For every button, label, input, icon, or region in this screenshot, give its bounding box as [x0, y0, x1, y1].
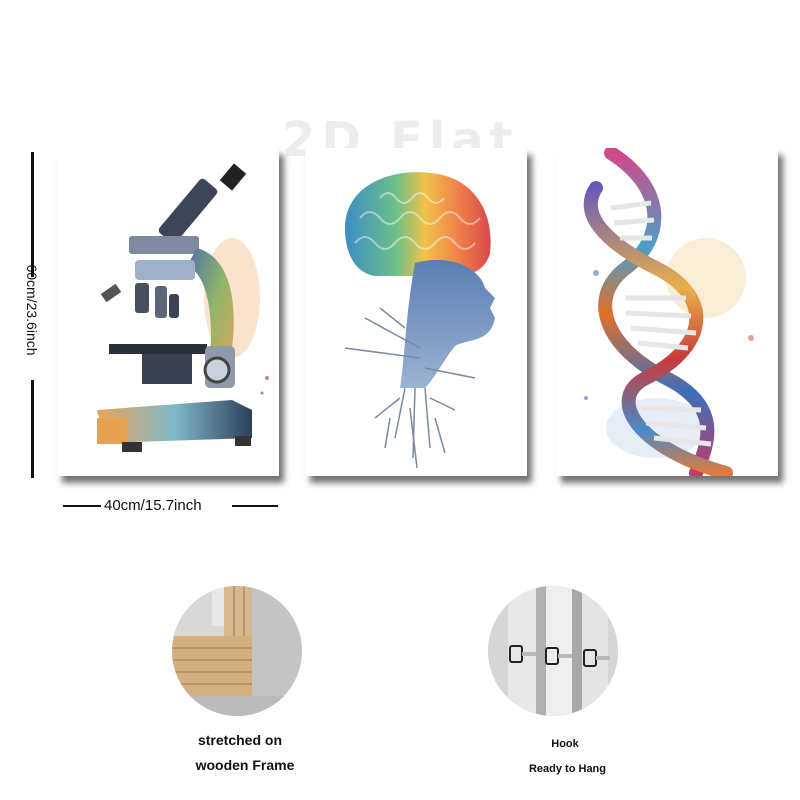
width-dimension-line-right	[232, 505, 278, 507]
width-dimension-line-left	[63, 505, 101, 507]
height-dimension-line-bottom	[31, 380, 34, 478]
height-dimension-line-top	[31, 152, 34, 277]
brain-illustration	[344, 172, 495, 469]
microscope-illustration	[97, 163, 269, 452]
canvas-panel-microscope	[57, 148, 279, 476]
canvas-panel-brain	[305, 148, 527, 476]
frame-caption-line2: wooden Frame	[195, 757, 295, 773]
width-dimension-label: 40cm/15.7inch	[104, 497, 202, 514]
hook-caption-line2: Ready to Hang	[528, 763, 606, 775]
hook-detail-photo	[488, 586, 618, 716]
dna-illustration	[583, 148, 754, 476]
hook-caption-line1: Hook	[551, 738, 579, 750]
frame-caption-line1: stretched on	[197, 732, 282, 748]
frame-detail-photo	[172, 586, 302, 716]
height-dimension-label: 60cm/23.6inch	[24, 264, 40, 356]
canvas-panel-dna	[556, 148, 778, 476]
